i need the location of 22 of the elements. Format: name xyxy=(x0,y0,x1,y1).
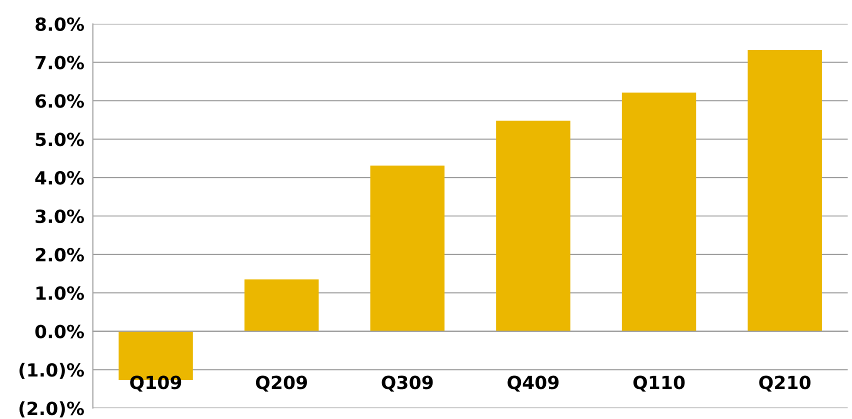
y-tick-label: 5.0% xyxy=(36,132,84,146)
y-tick-label: 3.0% xyxy=(36,209,84,224)
y-tick-label: 6.0% xyxy=(36,94,84,108)
y-tick-label: 8.0% xyxy=(36,17,84,31)
bar xyxy=(496,120,570,332)
y-tick-label: 1.0% xyxy=(36,286,84,300)
y-tick-label: 0.0% xyxy=(35,324,84,338)
x-tick-label: Q209 xyxy=(256,376,307,392)
x-tick-label: Q309 xyxy=(382,376,433,392)
y-tick-label: (2.0)% xyxy=(20,401,84,418)
x-tick-label: Q109 xyxy=(130,376,182,392)
y-tick-label: (1.0)% xyxy=(20,362,84,379)
x-tick-label: Q210 xyxy=(759,376,810,392)
y-tick-label: 7.0% xyxy=(36,56,84,70)
bar xyxy=(622,92,696,332)
bar xyxy=(748,50,822,332)
y-tick-label: 2.0% xyxy=(36,248,84,262)
y-tick-label: 4.0% xyxy=(35,171,84,185)
x-tick-label: Q409 xyxy=(508,376,559,392)
bar xyxy=(244,279,319,332)
x-tick-label: Q110 xyxy=(633,376,685,392)
bar xyxy=(370,166,445,332)
